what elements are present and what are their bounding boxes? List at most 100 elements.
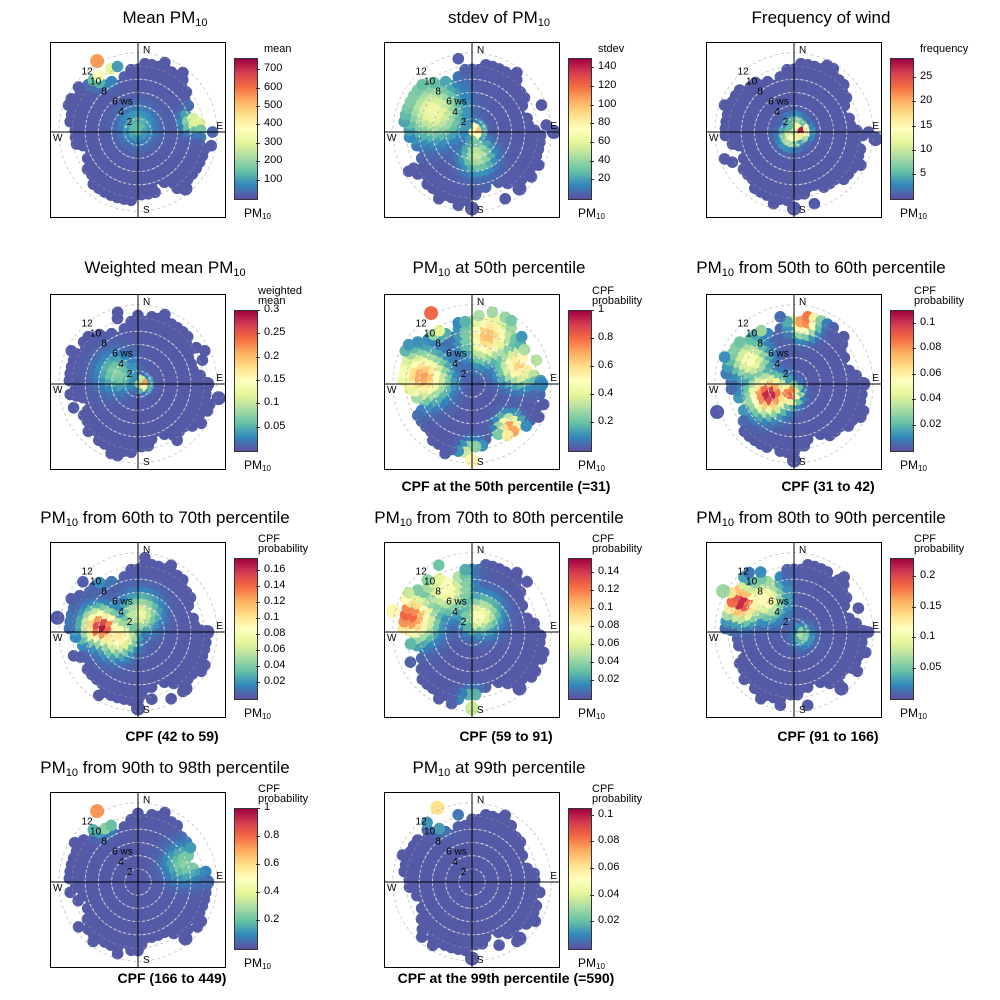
title-subscript: 10 <box>721 267 735 279</box>
legend-title: CPF <box>592 285 614 297</box>
surface-cell <box>82 923 95 936</box>
surface-cell <box>72 921 85 933</box>
polar-plot-area: 12 10 8 6 ws 4 2 N E S W <box>50 792 226 968</box>
surface-cell <box>191 921 204 933</box>
surface-cell <box>402 165 415 178</box>
radial-label: 8 <box>757 87 763 98</box>
legend-tick-label: 40 <box>598 153 611 166</box>
legend-tick-mark <box>590 366 594 367</box>
surface-cell <box>452 809 464 821</box>
legend-tick-label: 0.08 <box>598 618 620 631</box>
legend-tick-label: 120 <box>598 79 617 91</box>
legend-title: CPF <box>592 533 614 545</box>
surface-cell <box>72 81 85 93</box>
polar-surface <box>397 306 550 468</box>
legend-tick-label: 140 <box>598 60 617 73</box>
surface-cell <box>159 308 171 321</box>
surface-cell <box>818 181 830 193</box>
legend-color-bar <box>890 310 914 452</box>
radial-label: 4 <box>118 607 124 618</box>
legend-tick-mark <box>256 570 260 571</box>
legend-tick-label: 0.2 <box>264 913 280 925</box>
surface-cell <box>111 60 124 73</box>
compass-label-s: S <box>799 705 806 716</box>
unit-main: PM <box>578 206 596 220</box>
surface-cell <box>167 677 180 690</box>
title-subscript: 10 <box>233 267 246 279</box>
legend-unit: PM10 <box>244 706 271 721</box>
title-rest: from 80th to 90th percentile <box>734 508 946 527</box>
legend-tick-label: 0.08 <box>264 627 286 639</box>
polar-surface <box>398 52 559 216</box>
surface-cell <box>411 584 424 596</box>
surface-cell <box>427 434 439 447</box>
radial-label: 4 <box>774 607 780 618</box>
legend-tick-mark <box>912 348 916 350</box>
legend-tick-mark <box>590 589 594 591</box>
surface-cell <box>111 947 124 960</box>
compass-label-e: E <box>216 121 223 132</box>
radial-label: 10 <box>424 826 436 837</box>
surface-cell <box>718 99 731 111</box>
legend-tick-label: 0.14 <box>264 579 286 591</box>
title-main: stdev of PM <box>447 8 538 27</box>
surface-cell <box>93 434 105 447</box>
compass-label-s: S <box>477 955 484 966</box>
legend-tick-mark <box>256 808 260 809</box>
surface-cell <box>402 338 415 351</box>
title-rest: at 99th percentile <box>450 758 586 777</box>
surface-cell <box>68 836 81 849</box>
surface-cell <box>827 321 839 334</box>
surface-cell <box>518 91 531 104</box>
legend-tick-mark <box>590 921 594 923</box>
compass-label-s: S <box>143 705 150 716</box>
surface-cell <box>738 673 751 686</box>
surface-cell <box>180 86 193 98</box>
surface-cell <box>718 153 731 165</box>
legend-tick-mark <box>912 667 916 669</box>
title-subscript: 10 <box>195 17 208 29</box>
surface-cell <box>421 816 433 829</box>
surface-cell <box>505 314 518 327</box>
legend-tick-label: 100 <box>264 172 283 185</box>
surface-cell <box>814 428 827 441</box>
legend-tick-label: 20 <box>920 94 933 107</box>
surface-cell <box>530 354 543 366</box>
polar-plot-area: 12 10 8 6 ws 4 2 N E S W <box>384 542 560 718</box>
polar-plot-area: 12 10 8 6 ws 4 2 N E S W <box>706 542 882 718</box>
legend-title: probability <box>592 295 643 307</box>
title-rest: from 70th to 80th percentile <box>412 508 624 527</box>
legend-tick-label: 0.15 <box>264 373 286 385</box>
legend-tick-mark <box>590 422 594 423</box>
legend-tick-label: 0.02 <box>598 672 620 685</box>
panel-title: Frequency of wind <box>614 8 1000 29</box>
surface-cell <box>125 944 137 957</box>
legend-tick-label: 600 <box>264 80 283 93</box>
surface-blob <box>90 54 105 69</box>
surface-cell <box>105 447 117 460</box>
surface-cell <box>415 913 428 925</box>
unit-subscript: 10 <box>596 464 605 473</box>
legend-tick-label: 0.04 <box>598 654 620 667</box>
compass-label-n: N <box>799 45 806 56</box>
legend-unit: PM10 <box>244 956 271 971</box>
legend-color-bar <box>234 808 258 950</box>
legend-tick-mark <box>912 399 916 401</box>
surface-cell <box>411 834 424 846</box>
surface-cell <box>492 176 505 189</box>
surface-cell <box>199 345 211 357</box>
legend-unit: PM10 <box>900 206 927 221</box>
compass-label-n: N <box>477 795 484 806</box>
surface-cell <box>505 819 517 832</box>
surface-cell <box>837 173 850 186</box>
title-main: PM <box>374 508 400 527</box>
surface-cell <box>499 809 511 821</box>
radial-label: 8 <box>435 87 441 98</box>
surface-cell <box>105 819 117 832</box>
legend-tick-mark <box>256 666 260 667</box>
surface-cell <box>87 935 99 948</box>
